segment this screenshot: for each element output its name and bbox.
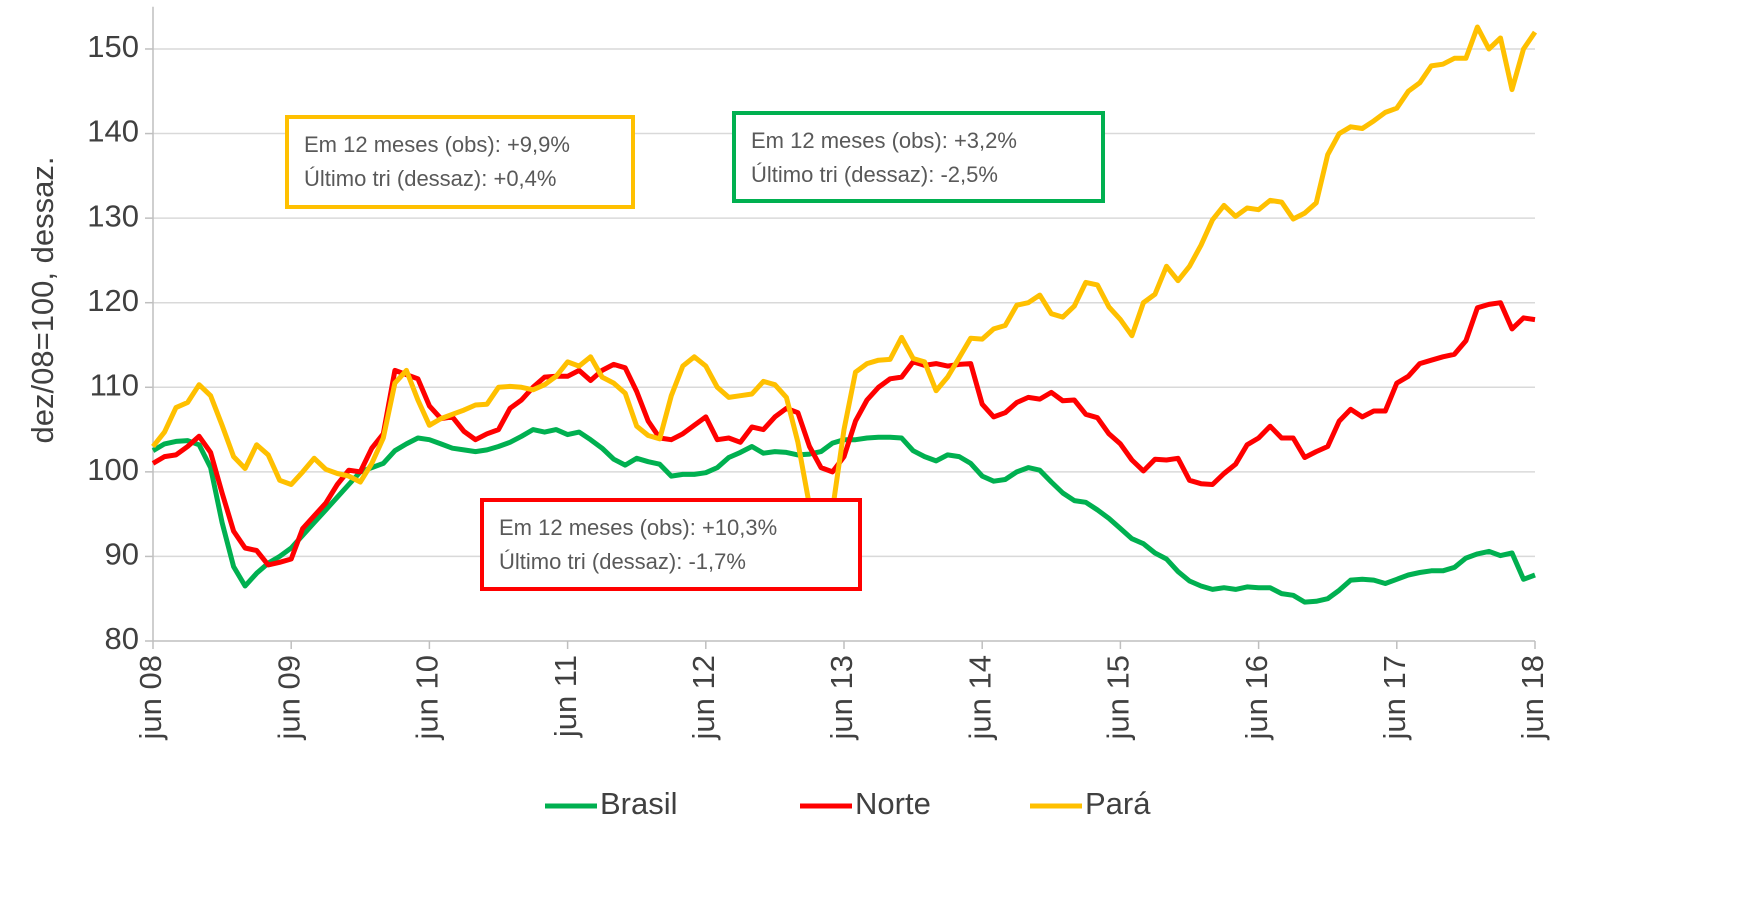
x-tick-label: jun 11 bbox=[548, 655, 583, 738]
legend-label: Pará bbox=[1085, 786, 1151, 821]
x-tick-label: jun 14 bbox=[962, 655, 997, 740]
x-tick-label: jun 13 bbox=[824, 655, 859, 740]
x-tick-label: jun 10 bbox=[410, 655, 445, 740]
y-tick-label: 100 bbox=[87, 452, 139, 487]
x-tick-label: jun 16 bbox=[1239, 655, 1274, 740]
y-tick-label: 110 bbox=[90, 367, 139, 402]
annotation-text: Em 12 meses (obs): +9,9% bbox=[304, 132, 570, 157]
annotation-text: Em 12 meses (obs): +10,3% bbox=[499, 515, 777, 540]
y-tick-label: 140 bbox=[87, 114, 139, 149]
legend-label: Norte bbox=[855, 786, 931, 821]
x-tick-label: jun 08 bbox=[133, 655, 168, 740]
x-tick-label: jun 17 bbox=[1377, 655, 1412, 740]
legend-label: Brasil bbox=[600, 786, 678, 821]
y-tick-label: 120 bbox=[87, 283, 139, 318]
y-tick-label: 90 bbox=[105, 537, 139, 572]
x-tick-label: jun 12 bbox=[686, 655, 721, 740]
y-tick-label: 150 bbox=[87, 29, 139, 64]
annotation-box bbox=[285, 115, 635, 209]
x-tick-label: jun 15 bbox=[1101, 655, 1136, 740]
y-tick-label: 80 bbox=[105, 621, 139, 656]
x-tick-label: jun 18 bbox=[1515, 655, 1550, 740]
annotation-text: Último tri (dessaz): -1,7% bbox=[499, 549, 746, 574]
y-axis-label: dez/08=100, dessaz. bbox=[25, 157, 60, 444]
annotation-text: Em 12 meses (obs): +3,2% bbox=[751, 128, 1017, 153]
x-tick-label: jun 09 bbox=[271, 655, 306, 740]
y-tick-label: 130 bbox=[87, 198, 139, 233]
annotation-text: Último tri (dessaz): +0,4% bbox=[304, 166, 556, 191]
annotation-text: Último tri (dessaz): -2,5% bbox=[751, 162, 998, 187]
series-line bbox=[151, 24, 1538, 549]
annotation-box bbox=[480, 498, 862, 591]
annotation-box bbox=[732, 111, 1105, 203]
